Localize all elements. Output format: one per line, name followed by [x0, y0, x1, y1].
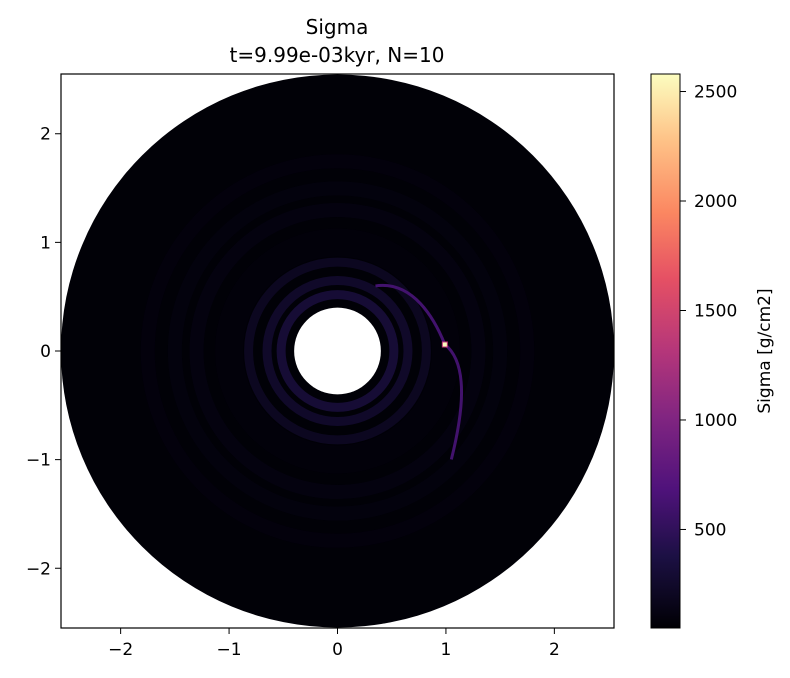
colorbar [650, 73, 681, 629]
density-ring [140, 154, 535, 548]
y-tick-label: 0 [40, 342, 51, 362]
density-ring [189, 203, 486, 499]
x-tick-label: 2 [549, 640, 560, 660]
colorbar-tick-label: 1500 [694, 301, 737, 321]
density-ring [167, 181, 508, 521]
y-tick-label: 2 [40, 125, 51, 145]
chart-title: Sigma [306, 15, 369, 39]
density-ring [244, 257, 431, 445]
colorbar-ticks: 500 1000 1500 2000 2500 [680, 83, 737, 540]
x-tick-label: 0 [332, 640, 343, 660]
disk-inner-hole [294, 307, 381, 395]
y-tick-label: −2 [26, 559, 51, 579]
x-tick-label: 1 [441, 640, 452, 660]
plot-area [61, 74, 614, 628]
colorbar-tick-label: 2000 [694, 192, 737, 212]
chart-subtitle: t=9.99e-03kyr, N=10 [230, 43, 445, 67]
density-ring [262, 276, 413, 426]
x-tick-label: −2 [108, 640, 133, 660]
density-rings [140, 154, 535, 548]
colorbar-label: Sigma [g/cm2] [755, 288, 775, 413]
planet-marker [441, 341, 448, 348]
colorbar-tick-label: 2500 [694, 83, 737, 103]
density-ring [276, 290, 399, 412]
x-axis-ticks: −2 −1 0 1 2 [108, 628, 560, 660]
gap-region [215, 228, 460, 474]
x-tick-label: −1 [217, 640, 242, 660]
colorbar-tick-label: 1000 [694, 411, 737, 431]
y-axis-ticks: −2 −1 0 1 2 [26, 125, 61, 579]
y-tick-label: 1 [40, 233, 51, 253]
colorbar-tick-label: 500 [694, 520, 726, 540]
y-tick-label: −1 [26, 451, 51, 471]
